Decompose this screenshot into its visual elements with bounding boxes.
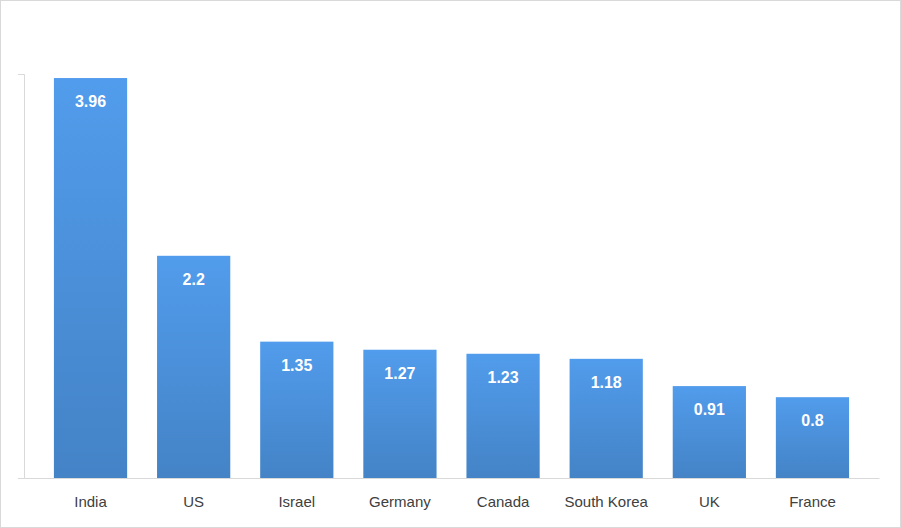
data-label: 2.2 [183,271,205,288]
bar [363,350,436,478]
x-tick-label: India [74,493,107,510]
bar [570,359,643,478]
chart: India US Israel Germany Canada South Korea UK F… [0,0,901,528]
chart-frame [1,1,901,528]
x-tick: Canada [477,493,530,510]
data-label: 3.96 [75,93,106,110]
x-tick-label: Canada [477,493,530,510]
x-axis-line [25,478,880,479]
data-label: 1.27 [384,365,415,382]
data-label: 1.35 [281,357,312,374]
bar [466,354,539,478]
x-tick: India [74,493,107,510]
x-tick-label: Israel [278,493,315,510]
bar [54,78,127,478]
y-axis [18,75,25,479]
x-tick-label: Germany [369,493,431,510]
x-tick: US [183,493,204,510]
bar [776,397,849,478]
x-tick: Israel [278,493,315,510]
bar [260,342,333,478]
x-tick-label: UK [699,493,720,510]
x-tick-label: US [183,493,204,510]
x-tick: Germany [369,493,431,510]
bar [157,256,230,478]
data-labels: 3.96 2.2 1.35 1.27 1.23 1.18 0.91 0.8 [75,93,824,429]
y-axis-line [18,75,25,479]
x-tick: France [789,493,836,510]
x-tick: UK [699,493,720,510]
x-tick-label: South Korea [565,493,649,510]
x-axis: India US Israel Germany Canada South Korea UK F… [25,479,880,510]
data-label: 1.23 [487,369,518,386]
data-label: 0.91 [694,401,725,418]
data-label: 0.8 [801,412,823,429]
bars [54,78,849,478]
x-tick: South Korea [565,493,649,510]
bar [673,386,746,478]
x-tick-label: France [789,493,836,510]
data-label: 1.18 [591,374,622,391]
